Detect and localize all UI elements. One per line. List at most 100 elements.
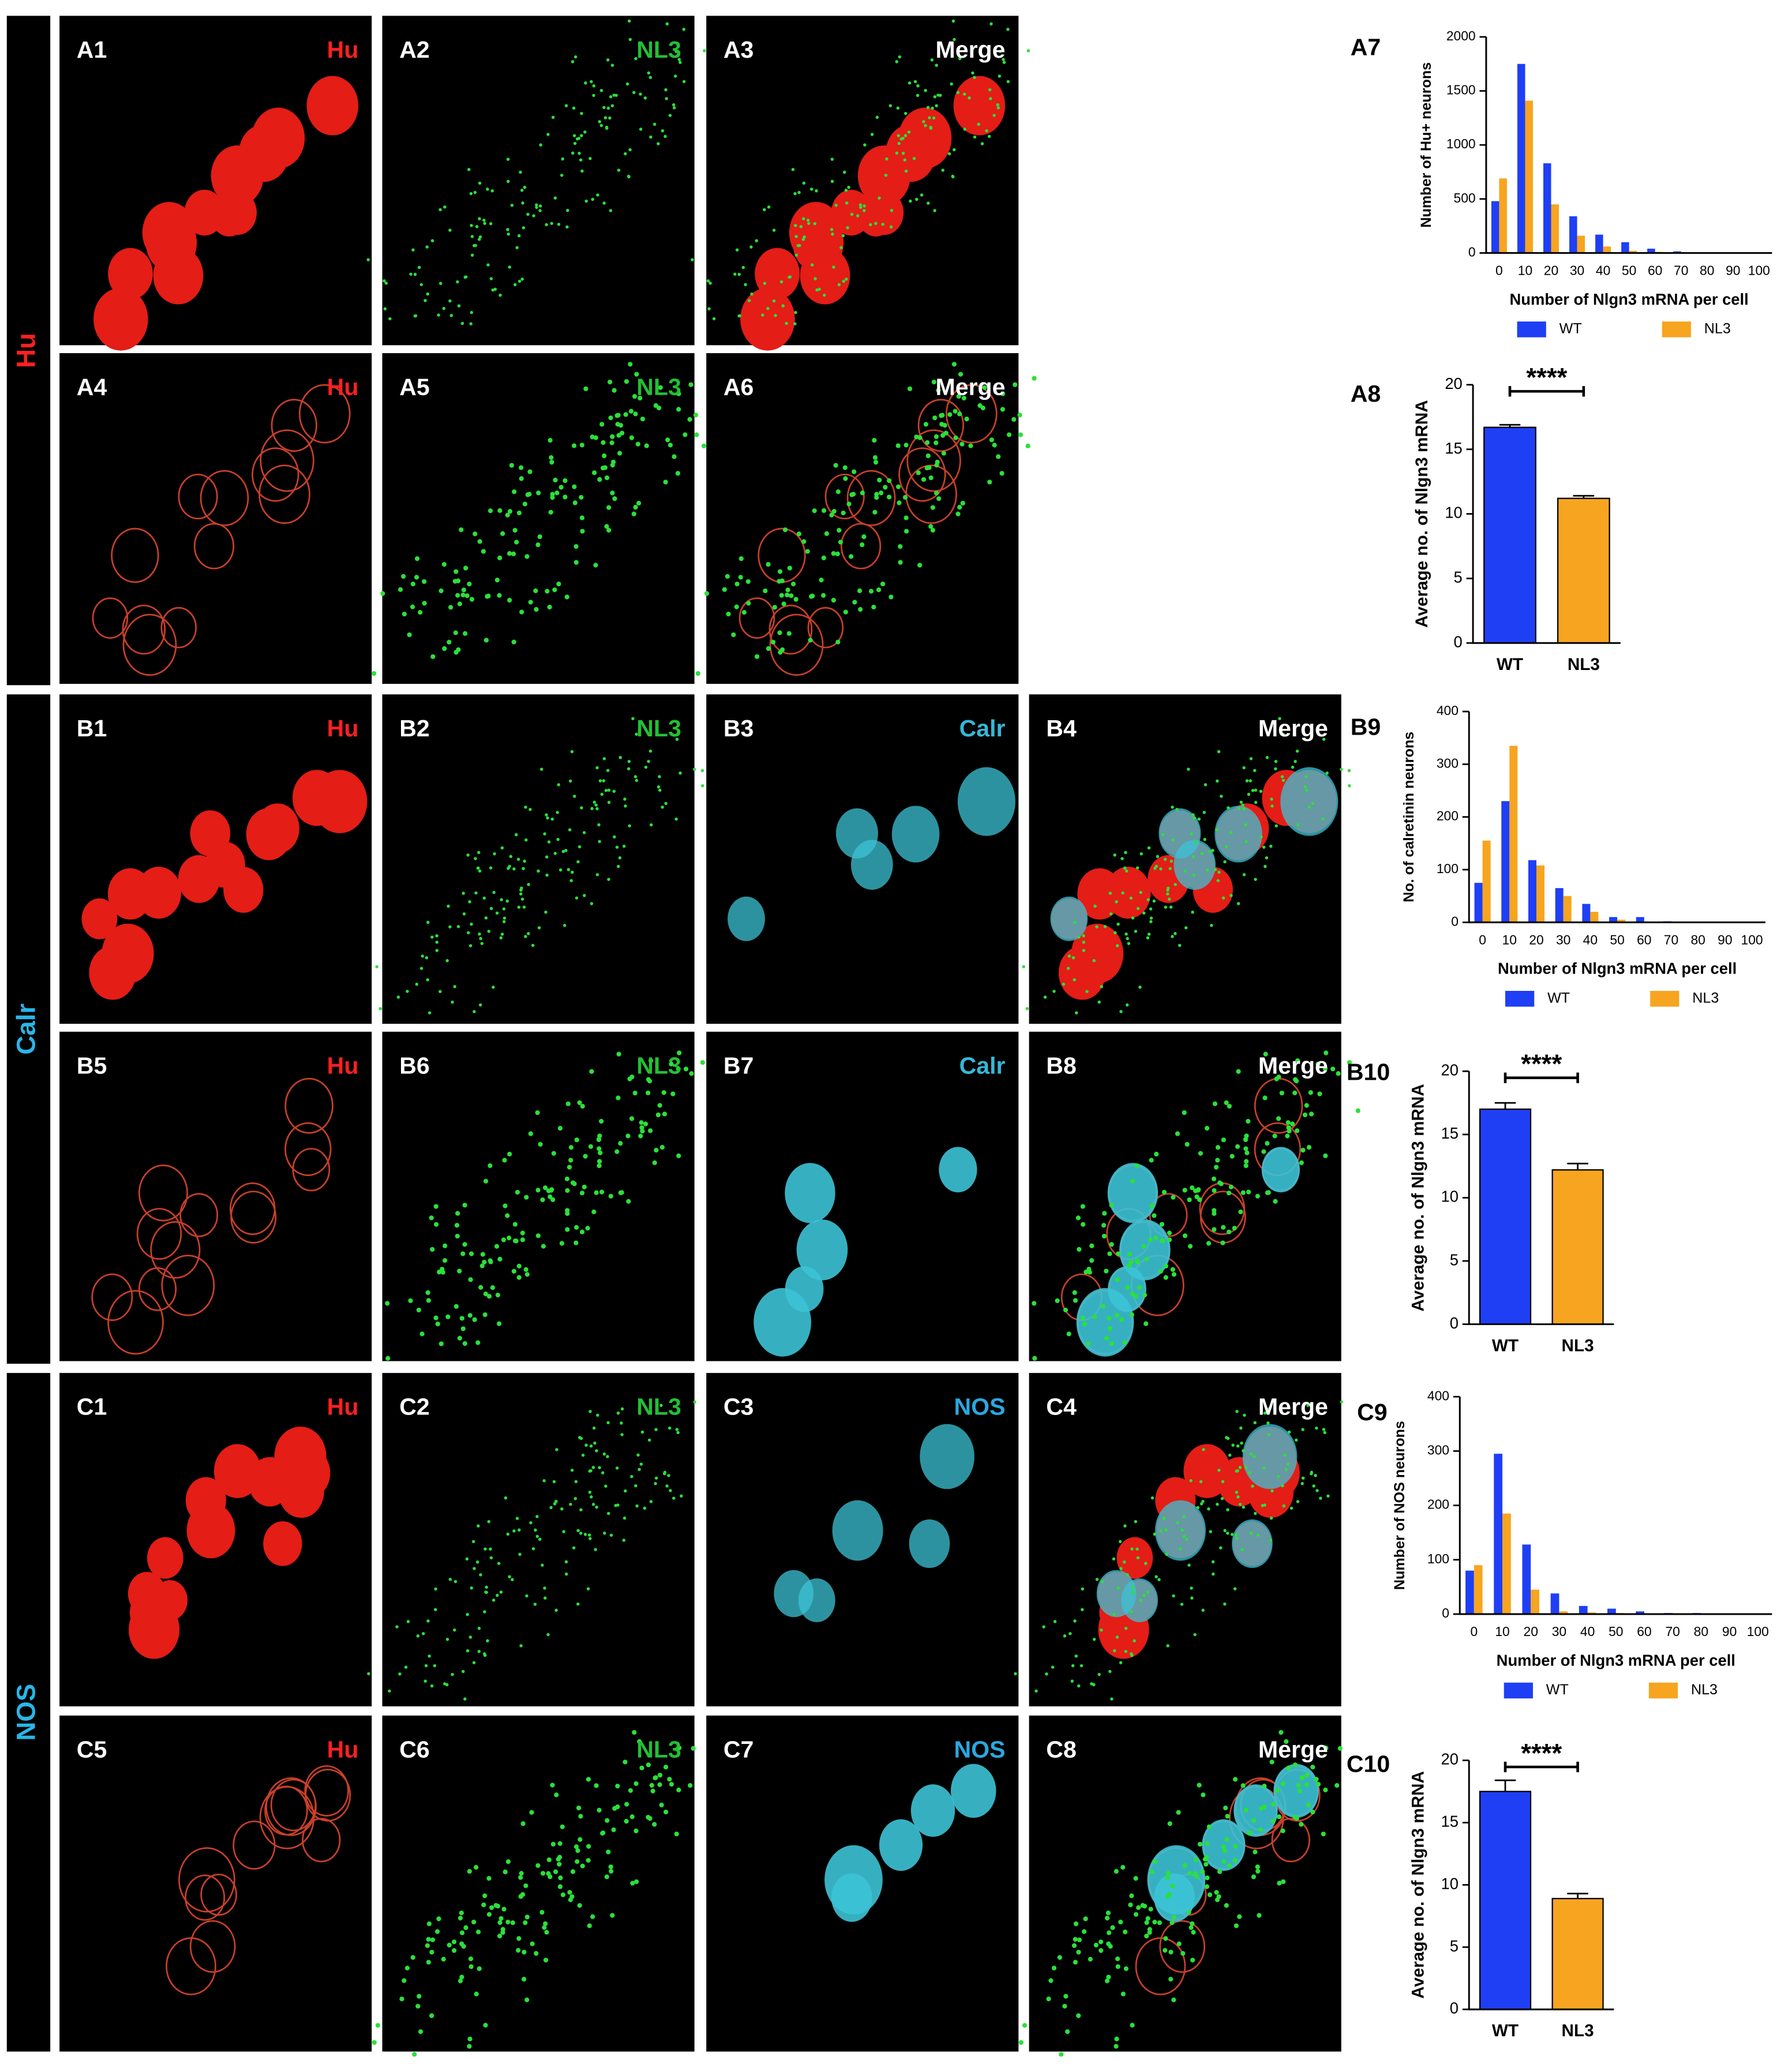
mrna-dot <box>1045 1672 1048 1676</box>
mrna-dot <box>1136 1905 1141 1910</box>
mrna-dot <box>564 104 568 107</box>
mrna-dot <box>763 282 767 285</box>
mrna-dot <box>1211 1560 1215 1564</box>
mrna-dot <box>1149 1203 1154 1208</box>
mrna-dot <box>1126 1573 1129 1577</box>
mrna-dot <box>521 201 524 205</box>
mrna-dot <box>543 1957 549 1963</box>
mrna-dot <box>936 388 941 393</box>
mrna-dot <box>580 806 583 810</box>
mrna-dot <box>1180 1603 1184 1606</box>
x-tick-label: 70 <box>1665 1624 1679 1639</box>
mrna-dot <box>1322 1066 1328 1072</box>
mrna-dot <box>821 508 827 513</box>
mrna-dot <box>545 813 548 817</box>
mrna-dot <box>615 422 620 427</box>
mrna-dot <box>1171 805 1174 809</box>
mrna-dot <box>648 1058 654 1064</box>
mrna-dot <box>467 2037 473 2042</box>
mrna-dot <box>472 1317 477 1322</box>
mrna-dot <box>1255 1869 1261 1874</box>
mrna-dot <box>1242 1449 1245 1453</box>
cell-shape <box>755 248 800 300</box>
mrna-dot <box>1254 788 1258 792</box>
mrna-dot <box>1299 1160 1304 1166</box>
mrna-dot <box>1214 1890 1219 1895</box>
mrna-dot <box>1103 924 1107 929</box>
mrna-dot <box>1270 798 1273 801</box>
y-tick-label: 20 <box>1441 1750 1458 1768</box>
mrna-dot <box>543 1921 548 1926</box>
mrna-dot <box>515 1189 520 1195</box>
mrna-dot <box>670 733 674 736</box>
mrna-dot <box>1162 1517 1166 1520</box>
mrna-dot <box>654 1147 659 1153</box>
mrna-dot <box>1164 905 1168 909</box>
mrna-dot <box>1121 891 1124 895</box>
mrna-dot <box>406 990 409 993</box>
mrna-dot <box>898 544 903 549</box>
mrna-dot <box>530 1941 535 1947</box>
mrna-dot <box>447 904 450 908</box>
mrna-dot <box>1281 1879 1286 1884</box>
mrna-dot <box>1274 767 1277 770</box>
row-strip <box>6 16 51 686</box>
mrna-dot <box>770 639 776 645</box>
mrna-dot <box>1167 897 1171 901</box>
x-tick-label: 60 <box>1637 1624 1651 1639</box>
mrna-dot <box>1236 1469 1239 1473</box>
mrna-dot <box>971 71 974 75</box>
mrna-dot <box>441 1956 446 1962</box>
mrna-dot <box>479 1573 482 1577</box>
cell-shape <box>879 1819 923 1871</box>
mrna-dot <box>548 1194 553 1199</box>
row-strip <box>6 1373 51 2052</box>
mrna-dot <box>658 775 661 778</box>
mrna-dot <box>1042 1625 1045 1629</box>
mrna-dot <box>547 604 552 610</box>
mrna-dot <box>605 1818 610 1823</box>
mrna-dot <box>411 248 415 252</box>
mrna-dot <box>554 491 560 496</box>
mrna-dot <box>1280 775 1284 778</box>
mrna-dot <box>523 1920 528 1925</box>
mrna-dot <box>1207 1507 1210 1511</box>
mrna-dot <box>1265 1141 1270 1146</box>
mrna-dot <box>469 192 473 196</box>
mrna-dot <box>1077 1247 1082 1252</box>
mrna-dot <box>878 196 881 200</box>
cell-shape <box>304 1765 349 1817</box>
mrna-dot <box>1106 1316 1111 1321</box>
mrna-dot <box>602 779 605 783</box>
mrna-dot <box>1187 1244 1193 1249</box>
legend-swatch <box>1517 321 1546 338</box>
mrna-dot <box>628 38 632 42</box>
mrna-dot <box>1167 1892 1172 1897</box>
mrna-dot <box>1163 1936 1168 1941</box>
mrna-dot <box>737 272 741 276</box>
mrna-dot <box>572 134 576 137</box>
cell-shape <box>138 1165 188 1222</box>
cell-shape <box>1159 1920 1205 1973</box>
axes <box>1468 1071 1614 1326</box>
mrna-dot <box>1076 2013 1081 2018</box>
mrna-dot <box>572 500 578 506</box>
mrna-dot <box>1300 1147 1306 1153</box>
mrna-dot <box>643 96 647 100</box>
mrna-dot <box>516 1948 521 1953</box>
mrna-dot <box>1216 1503 1219 1506</box>
bar <box>1579 1605 1588 1614</box>
mrna-dot <box>550 1841 556 1847</box>
mrna-dot <box>527 469 533 474</box>
mrna-dot <box>560 1824 565 1829</box>
mrna-dot <box>455 578 461 583</box>
x-tick-label: 20 <box>1529 932 1543 947</box>
mrna-dot <box>460 1251 466 1256</box>
mrna-dot <box>578 1814 583 1819</box>
mrna-dot <box>1051 1966 1057 1971</box>
mrna-dot <box>413 314 417 318</box>
mrna-dot <box>872 437 877 443</box>
mrna-dot <box>767 205 771 209</box>
mrna-dot <box>1182 1188 1187 1193</box>
mrna-dot <box>422 601 427 606</box>
